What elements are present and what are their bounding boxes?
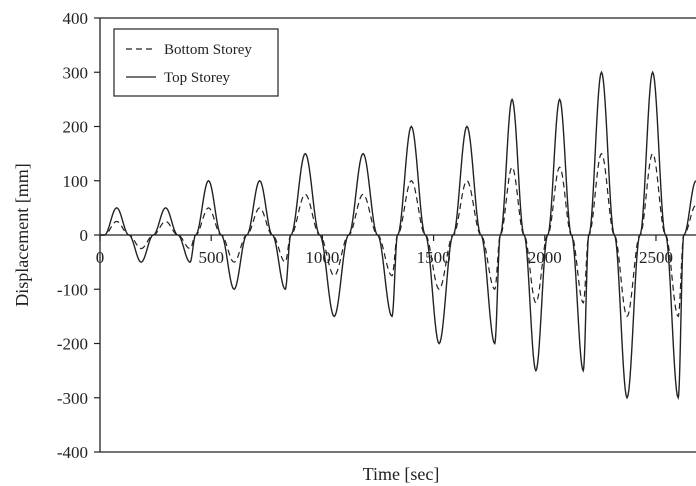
x-tick-label: 0	[96, 248, 105, 267]
x-tick-label: 500	[198, 248, 224, 267]
series-layer	[100, 70, 696, 401]
top-storey-series-line	[100, 70, 696, 401]
y-tick-label: 400	[63, 9, 89, 28]
legend-box	[113, 28, 279, 97]
x-tick-label: 1500	[417, 248, 451, 267]
y-tick-label: -300	[57, 389, 88, 408]
x-tick-label: 2500	[639, 248, 673, 267]
legend-label-top-storey: Top Storey	[164, 70, 231, 86]
y-axis-title: Displacement [mm]	[12, 163, 32, 306]
x-axis-title: Time [sec]	[363, 464, 440, 484]
legend: Bottom Storey Top Storey	[113, 28, 279, 97]
x-tick-label: 1000	[305, 248, 339, 267]
y-tick-label: 300	[63, 63, 89, 82]
y-tick-label: 200	[63, 118, 89, 137]
y-tick-label: -100	[57, 280, 88, 299]
y-tick-label: -400	[57, 443, 88, 462]
legend-label-bottom-storey: Bottom Storey	[164, 42, 252, 58]
y-tick-label: -200	[57, 335, 88, 354]
y-tick-label: 0	[80, 226, 89, 245]
y-tick-label: 100	[63, 172, 89, 191]
